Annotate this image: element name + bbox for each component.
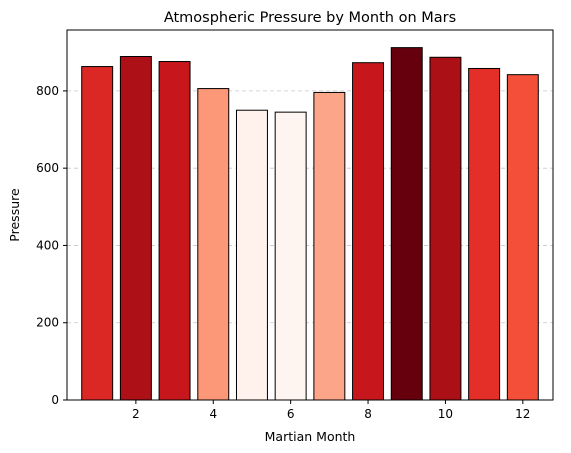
x-tick-label: 8 xyxy=(364,407,372,421)
y-tick-label: 400 xyxy=(36,238,59,252)
bar-month-1 xyxy=(81,66,114,401)
bar-month-10 xyxy=(429,56,462,401)
bar-month-2 xyxy=(119,56,152,401)
x-axis-label: Martian Month xyxy=(265,429,356,444)
y-axis-label: Pressure xyxy=(7,188,22,242)
bar-month-6 xyxy=(274,111,307,401)
y-tick-label: 200 xyxy=(36,316,59,330)
bar-month-11 xyxy=(468,67,501,401)
plot-frame xyxy=(66,29,554,401)
bar-month-4 xyxy=(197,88,230,401)
y-axis-ticks: 0 200 400 600 800 xyxy=(36,84,67,407)
x-tick-label: 10 xyxy=(438,407,453,421)
y-tick-label: 800 xyxy=(36,84,59,98)
bar-month-12 xyxy=(506,74,539,401)
x-axis-ticks: 2 4 6 8 10 12 xyxy=(132,400,530,421)
bar-month-9 xyxy=(390,47,423,401)
bar-month-3 xyxy=(158,61,191,401)
y-tick-label: 0 xyxy=(51,393,59,407)
bar-month-5 xyxy=(235,109,268,401)
x-tick-label: 4 xyxy=(209,407,217,421)
x-tick-label: 6 xyxy=(287,407,295,421)
bar-month-7 xyxy=(313,91,346,401)
chart-title: Atmospheric Pressure by Month on Mars xyxy=(164,10,456,26)
bars xyxy=(81,47,539,401)
x-tick-label: 2 xyxy=(132,407,140,421)
bar-month-8 xyxy=(352,62,385,401)
x-tick-label: 12 xyxy=(515,407,530,421)
y-tick-label: 600 xyxy=(36,161,59,175)
